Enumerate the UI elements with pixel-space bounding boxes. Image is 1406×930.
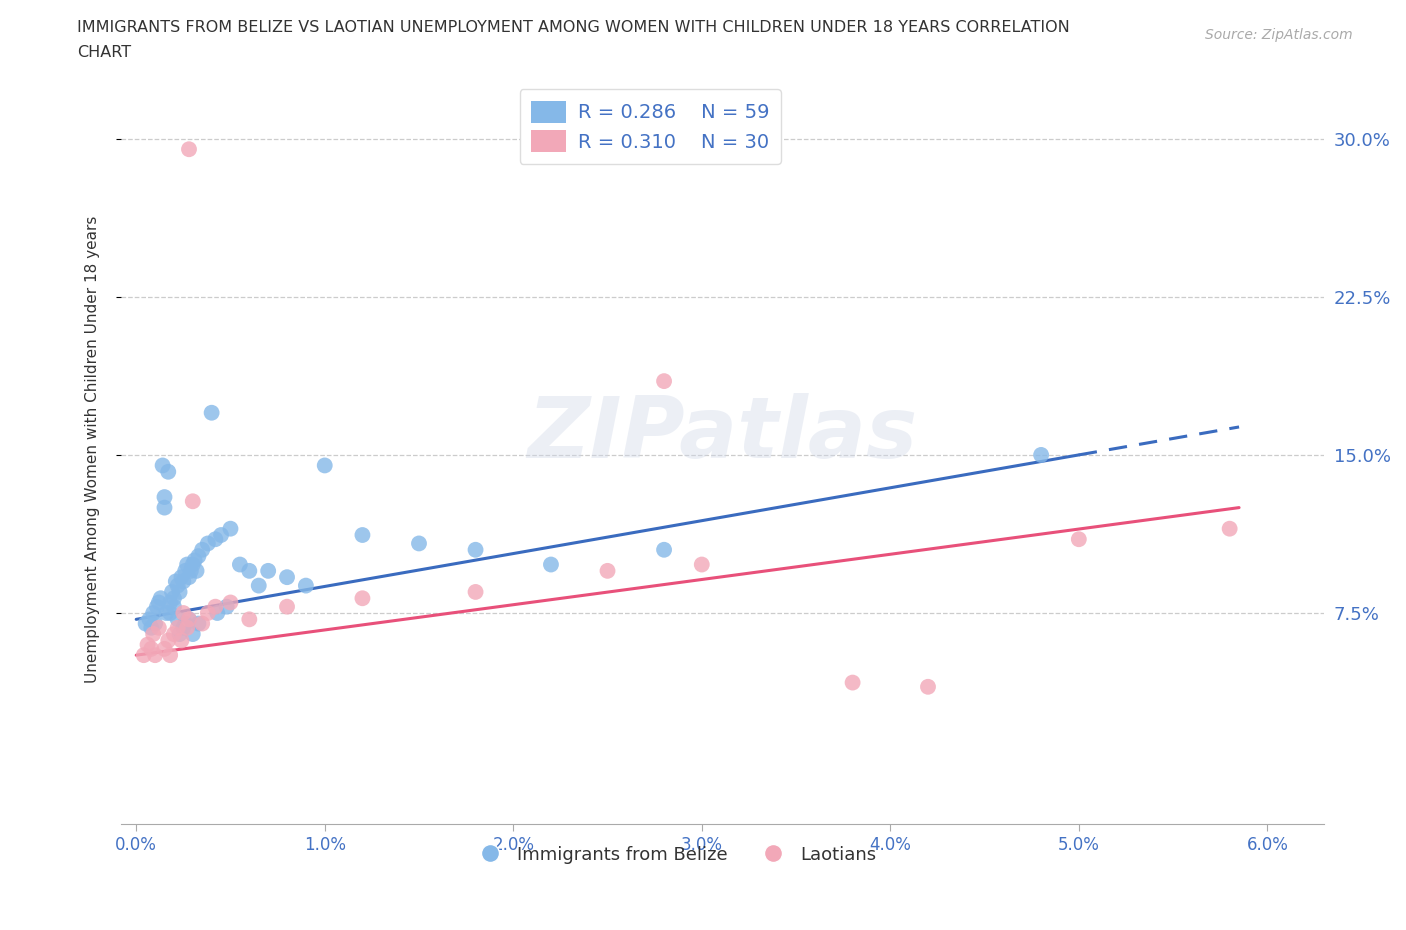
Point	[153, 642, 176, 657]
Point	[219, 595, 242, 610]
Point	[172, 574, 194, 589]
Point	[177, 612, 200, 627]
Point	[1219, 521, 1241, 536]
Point	[295, 578, 318, 593]
Point	[183, 552, 205, 567]
Point	[170, 570, 193, 585]
Point	[166, 578, 188, 593]
Point	[155, 605, 177, 620]
Point	[204, 599, 226, 614]
Point	[160, 584, 183, 599]
Point	[219, 521, 242, 536]
Point	[153, 489, 176, 504]
Point	[159, 595, 181, 610]
Point	[191, 616, 214, 631]
Point	[143, 647, 166, 662]
Text: CHART: CHART	[77, 45, 131, 60]
Point	[146, 599, 169, 614]
Point	[174, 616, 197, 631]
Point	[141, 642, 163, 657]
Point	[464, 542, 486, 557]
Point	[142, 605, 165, 620]
Point	[197, 605, 219, 620]
Point	[169, 627, 191, 642]
Point	[153, 500, 176, 515]
Point	[181, 557, 204, 572]
Point	[163, 627, 186, 642]
Point	[596, 564, 619, 578]
Point	[142, 627, 165, 642]
Point	[159, 605, 181, 620]
Point	[138, 612, 160, 627]
Point	[352, 591, 374, 605]
Point	[690, 557, 713, 572]
Point	[172, 620, 194, 635]
Point	[209, 527, 232, 542]
Point	[229, 557, 252, 572]
Point	[276, 599, 298, 614]
Point	[276, 570, 298, 585]
Legend: Immigrants from Belize, Laotians: Immigrants from Belize, Laotians	[465, 839, 884, 870]
Point	[165, 574, 187, 589]
Point	[247, 578, 270, 593]
Text: IMMIGRANTS FROM BELIZE VS LAOTIAN UNEMPLOYMENT AMONG WOMEN WITH CHILDREN UNDER 1: IMMIGRANTS FROM BELIZE VS LAOTIAN UNEMPL…	[77, 20, 1070, 35]
Point	[201, 405, 224, 420]
Point	[652, 374, 675, 389]
Point	[177, 141, 200, 156]
Point	[408, 536, 430, 551]
Point	[238, 612, 260, 627]
Point	[166, 612, 188, 627]
Point	[204, 532, 226, 547]
Text: Source: ZipAtlas.com: Source: ZipAtlas.com	[1205, 28, 1353, 42]
Point	[215, 599, 238, 614]
Point	[917, 679, 939, 694]
Point	[207, 605, 229, 620]
Point	[132, 647, 155, 662]
Y-axis label: Unemployment Among Women with Children Under 18 years: Unemployment Among Women with Children U…	[86, 216, 100, 684]
Point	[136, 637, 159, 652]
Point	[841, 675, 863, 690]
Point	[652, 542, 675, 557]
Point	[257, 564, 280, 578]
Point	[163, 599, 186, 614]
Point	[238, 564, 260, 578]
Point	[157, 633, 180, 648]
Point	[176, 620, 198, 635]
Point	[170, 633, 193, 648]
Point	[180, 564, 202, 578]
Point	[141, 620, 163, 635]
Point	[181, 627, 204, 642]
Point	[176, 557, 198, 572]
Point	[191, 542, 214, 557]
Point	[159, 647, 181, 662]
Point	[197, 536, 219, 551]
Point	[152, 458, 174, 472]
Point	[186, 564, 208, 578]
Point	[540, 557, 562, 572]
Point	[464, 584, 486, 599]
Point	[143, 616, 166, 631]
Point	[177, 570, 200, 585]
Point	[169, 584, 191, 599]
Point	[187, 616, 209, 631]
Point	[352, 527, 374, 542]
Point	[1029, 447, 1052, 462]
Point	[135, 616, 157, 631]
Point	[149, 591, 172, 605]
Point	[148, 620, 170, 635]
Point	[187, 549, 209, 564]
Point	[166, 620, 188, 635]
Text: ZIPatlas: ZIPatlas	[527, 393, 918, 476]
Point	[177, 612, 200, 627]
Point	[163, 591, 186, 605]
Point	[181, 494, 204, 509]
Point	[172, 605, 194, 620]
Point	[314, 458, 336, 472]
Point	[174, 564, 197, 578]
Point	[157, 464, 180, 479]
Point	[1067, 532, 1090, 547]
Point	[148, 595, 170, 610]
